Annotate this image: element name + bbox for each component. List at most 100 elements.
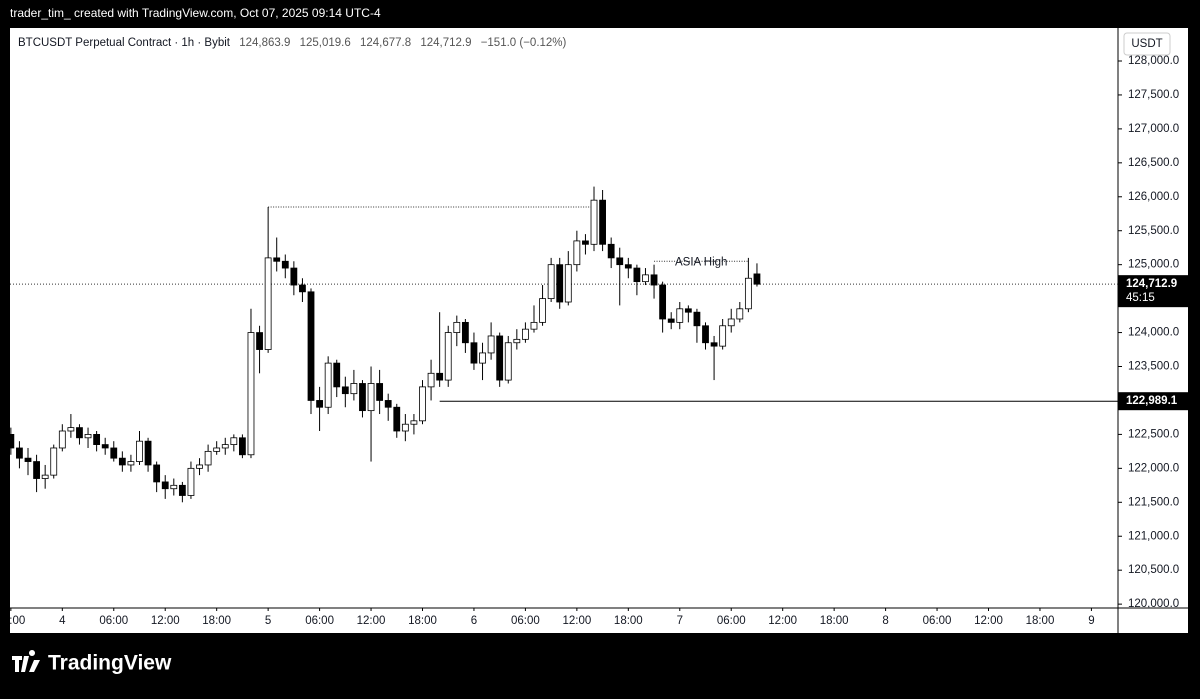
y-tick-label: 127,000.0 xyxy=(1128,123,1179,135)
candle-body xyxy=(633,267,641,283)
candle-body xyxy=(230,437,238,445)
x-tick-label: 7 xyxy=(677,615,683,627)
x-tick-label: 6 xyxy=(471,615,477,627)
x-tick-label: 06:00 xyxy=(511,615,540,627)
y-tick-label: 125,500.0 xyxy=(1128,225,1179,237)
candle-body xyxy=(710,342,718,347)
candle-body xyxy=(316,400,323,408)
candle-body xyxy=(702,325,709,344)
candle-body xyxy=(256,332,263,350)
candle-body xyxy=(530,321,538,330)
candle-body xyxy=(247,332,255,456)
candle-body xyxy=(504,342,512,381)
candle-body xyxy=(693,311,701,327)
level-label: 122,989.1 xyxy=(1126,395,1178,407)
current-price-box xyxy=(1118,275,1188,308)
candle-body xyxy=(67,427,75,432)
currency[interactable]: USDT xyxy=(1131,38,1162,50)
y-tick-label: 127,500.0 xyxy=(1128,89,1179,101)
y-tick-label: 122,000.0 xyxy=(1128,462,1179,474)
plot-area: ASIA High xyxy=(10,186,1118,503)
candle-body xyxy=(582,240,589,245)
candle-body xyxy=(624,264,632,269)
asia-high-label: ASIA High xyxy=(675,256,727,268)
y-tick-label: 120,000.0 xyxy=(1128,598,1179,610)
candle-body xyxy=(547,264,555,300)
candle-body xyxy=(299,284,306,293)
candle-body xyxy=(522,328,529,340)
candle-body xyxy=(101,444,109,449)
x-tick-label: 06:00 xyxy=(305,615,334,627)
candle-body xyxy=(556,264,564,303)
candle-body xyxy=(444,332,452,381)
candle-body xyxy=(136,440,143,462)
candle-body xyxy=(84,434,92,439)
x-tick-label: 18:00 xyxy=(202,615,231,627)
candle-body xyxy=(187,467,195,496)
candle-body xyxy=(436,372,444,381)
candle-body xyxy=(290,267,298,286)
brand-logo xyxy=(12,650,40,672)
x-tick-label: 18:00 xyxy=(820,615,849,627)
candle-body xyxy=(118,457,126,466)
legend-change: −151.0 (−0.12%) xyxy=(481,37,567,49)
candle-body xyxy=(281,260,289,269)
legend-c: 124,712.9 xyxy=(420,37,471,49)
candle-body xyxy=(590,199,598,245)
x-axis: 18:00 4 06:00 12:00 18:00 5 06:00 12:00 18:00 6 06… xyxy=(10,608,1095,627)
candle-body xyxy=(539,298,546,323)
candle-body xyxy=(659,284,667,320)
currency-button[interactable] xyxy=(1123,32,1171,56)
candle-body xyxy=(33,461,40,479)
chart-background xyxy=(10,28,1188,633)
candle-body xyxy=(461,321,469,344)
candle-body xyxy=(487,335,495,354)
candle-body xyxy=(607,243,615,259)
candle-body xyxy=(367,383,375,412)
y-axis: 120,000.0 120,500.0 121,000.0 121,500.0 122,… xyxy=(1118,55,1179,610)
candle-body xyxy=(616,257,624,266)
candle-body xyxy=(496,335,504,381)
y-tick-label: 120,500.0 xyxy=(1128,564,1179,576)
candle-body xyxy=(453,321,461,333)
candle-body xyxy=(684,308,692,313)
candle-body xyxy=(24,457,32,462)
candle-body xyxy=(307,291,315,401)
x-tick-label: 12:00 xyxy=(974,615,1003,627)
x-tick-label: 06:00 xyxy=(717,615,746,627)
countdown: 45:15 xyxy=(1126,292,1155,304)
candle-body xyxy=(50,447,58,476)
x-tick-label: 06:00 xyxy=(99,615,128,627)
legend: BTCUSDT Perpetual Contract · 1h · Bybit … xyxy=(18,37,567,49)
x-tick-label: 18:00 xyxy=(1026,615,1055,627)
candle-body xyxy=(324,362,332,408)
legend-symbol: BTCUSDT Perpetual Contract · 1h · Bybit xyxy=(18,37,231,49)
y-tick-label: 125,000.0 xyxy=(1128,259,1179,271)
candle-body xyxy=(350,383,358,395)
x-tick-label: 12:00 xyxy=(357,615,386,627)
y-tick-label: 122,500.0 xyxy=(1128,428,1179,440)
candle-body xyxy=(76,427,83,439)
candle-body xyxy=(753,273,761,285)
candle-body xyxy=(727,318,735,327)
candle-body xyxy=(384,400,392,408)
x-tick-label: 9 xyxy=(1088,615,1094,627)
candle-body xyxy=(273,257,281,262)
candle-body xyxy=(341,386,349,395)
x-tick-label: 12:00 xyxy=(768,615,797,627)
candle-body xyxy=(513,338,521,344)
header-text: trader_tim_ created with TradingView.com… xyxy=(10,6,381,20)
candle-body xyxy=(93,434,101,445)
candle-body xyxy=(221,444,229,449)
candle-body xyxy=(676,308,684,323)
candle-body xyxy=(110,447,118,459)
candle-body xyxy=(650,274,658,286)
candle-body xyxy=(178,484,186,496)
candle-body xyxy=(204,450,212,466)
candle-body xyxy=(744,277,752,310)
candle-body xyxy=(479,352,486,364)
candle-body xyxy=(359,383,366,412)
candle-body xyxy=(410,420,418,425)
y-tick-label: 124,000.0 xyxy=(1128,327,1179,339)
